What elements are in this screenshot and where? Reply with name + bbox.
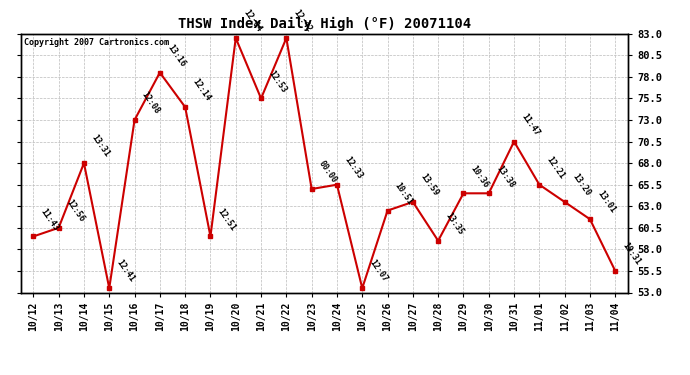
Text: 12:42: 12:42 [292, 8, 314, 34]
Text: Copyright 2007 Cartronics.com: Copyright 2007 Cartronics.com [23, 38, 169, 46]
Text: 12:41: 12:41 [115, 258, 137, 284]
Text: 11:47: 11:47 [520, 112, 542, 137]
Text: 12:21: 12:21 [545, 155, 566, 180]
Text: 12:56: 12:56 [64, 198, 86, 223]
Text: 13:16: 13:16 [166, 43, 187, 68]
Text: 10:51: 10:51 [393, 181, 415, 206]
Text: 13:59: 13:59 [418, 172, 440, 198]
Text: 12:07: 12:07 [368, 258, 390, 284]
Text: 10:31: 10:31 [621, 241, 642, 267]
Text: 12:08: 12:08 [140, 90, 162, 116]
Title: THSW Index Daily High (°F) 20071104: THSW Index Daily High (°F) 20071104 [178, 17, 471, 31]
Text: 13:31: 13:31 [90, 134, 111, 159]
Text: 12:53: 12:53 [266, 69, 288, 94]
Text: 12:04: 12:04 [241, 8, 263, 34]
Text: 13:20: 13:20 [570, 172, 592, 198]
Text: 10:36: 10:36 [469, 164, 491, 189]
Text: 11:43: 11:43 [39, 207, 61, 232]
Text: 12:14: 12:14 [190, 77, 213, 103]
Text: 00:00: 00:00 [317, 159, 339, 185]
Text: 12:33: 12:33 [342, 155, 364, 180]
Text: 13:38: 13:38 [494, 164, 516, 189]
Text: 13:35: 13:35 [444, 211, 466, 237]
Text: 12:51: 12:51 [216, 207, 238, 232]
Text: 13:01: 13:01 [595, 189, 618, 215]
